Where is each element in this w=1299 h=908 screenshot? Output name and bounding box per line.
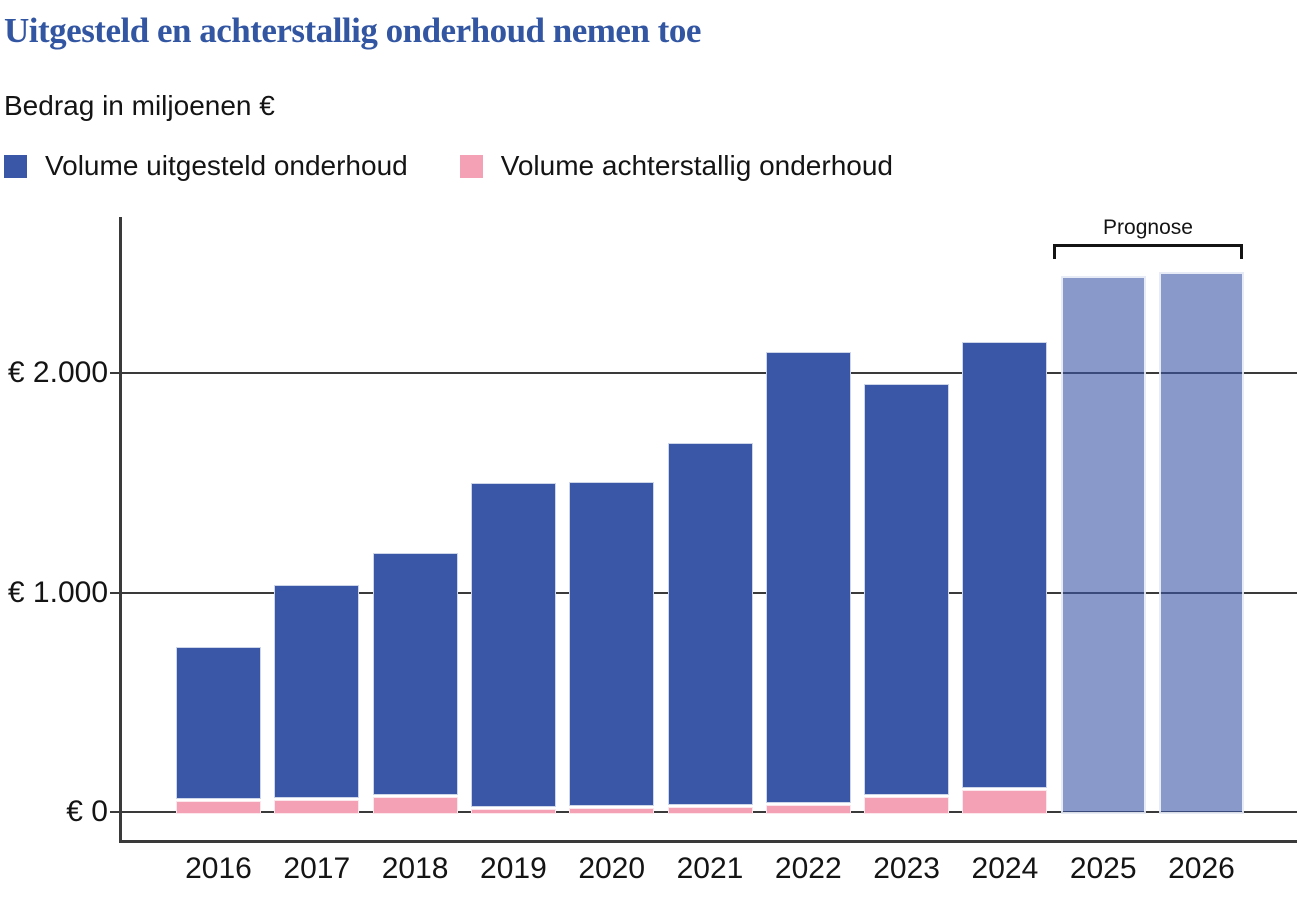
bar-2025 bbox=[1060, 276, 1146, 814]
x-tick-label-2024: 2024 bbox=[971, 852, 1039, 885]
bar-segment-achterstallig bbox=[765, 805, 851, 814]
x-tick-label-2018: 2018 bbox=[381, 852, 449, 885]
chart-subtitle: Bedrag in miljoenen € bbox=[4, 90, 275, 121]
bar-2018 bbox=[372, 552, 458, 814]
y-tick-label: € 0 bbox=[66, 795, 108, 828]
bar-segment-prognose bbox=[1060, 276, 1146, 814]
bar-segment-uitgesteld bbox=[569, 481, 655, 806]
y-tick-label: € 2.000 bbox=[7, 356, 108, 389]
x-tick-label-2025: 2025 bbox=[1069, 852, 1137, 885]
legend: Volume uitgesteld onderhoud Volume achte… bbox=[4, 150, 893, 182]
prognose-bracket-line bbox=[1053, 244, 1243, 247]
bar-2022 bbox=[765, 352, 851, 814]
bar-segment-uitgesteld bbox=[176, 647, 261, 800]
prognose-bracket-tick-left bbox=[1053, 244, 1056, 259]
bar-segment-uitgesteld bbox=[667, 443, 753, 805]
legend-swatch-uitgesteld-icon bbox=[4, 154, 27, 178]
gridline-2000 bbox=[110, 372, 1297, 374]
bar-segment-prognose bbox=[1159, 272, 1244, 814]
x-tick-label-2016: 2016 bbox=[185, 852, 252, 885]
bar-segment-achterstallig bbox=[569, 807, 655, 814]
x-tick-label-2019: 2019 bbox=[480, 852, 547, 885]
legend-label-uitgesteld: Volume uitgesteld onderhoud bbox=[45, 150, 408, 181]
bar-2016 bbox=[176, 647, 261, 814]
bar-segment-uitgesteld bbox=[962, 342, 1048, 789]
legend-item-uitgesteld: Volume uitgesteld onderhoud bbox=[4, 150, 408, 182]
bar-segment-uitgesteld bbox=[470, 482, 556, 807]
bar-segment-uitgesteld bbox=[372, 552, 458, 795]
legend-label-achterstallig: Volume achterstallig onderhoud bbox=[500, 150, 893, 181]
x-tick-label-2026: 2026 bbox=[1168, 852, 1235, 885]
bar-segment-achterstallig bbox=[962, 790, 1048, 814]
x-tick-label-2023: 2023 bbox=[873, 852, 940, 885]
bar-2026 bbox=[1159, 272, 1244, 814]
chart-title: Uitgesteld en achterstallig onderhoud ne… bbox=[4, 11, 701, 50]
bar-segment-uitgesteld bbox=[274, 584, 360, 798]
bar-segment-achterstallig bbox=[274, 799, 360, 814]
bar-segment-achterstallig bbox=[372, 796, 458, 814]
legend-item-achterstallig: Volume achterstallig onderhoud bbox=[459, 150, 893, 182]
bar-segment-uitgesteld bbox=[765, 352, 851, 804]
x-tick-label-2020: 2020 bbox=[578, 852, 646, 885]
bar-segment-achterstallig bbox=[470, 808, 556, 814]
prognose-bracket-tick-right bbox=[1240, 244, 1243, 259]
bar-2021 bbox=[667, 443, 753, 814]
x-tick-label-2017: 2017 bbox=[283, 852, 351, 885]
bar-segment-achterstallig bbox=[667, 806, 753, 814]
y-axis-line bbox=[119, 217, 122, 843]
bar-2024 bbox=[962, 342, 1048, 814]
legend-swatch-achterstallig-icon bbox=[459, 154, 483, 178]
x-tick-label-2022: 2022 bbox=[774, 852, 842, 885]
prognose-bracket: Prognose bbox=[1053, 216, 1243, 262]
x-tick-label-2021: 2021 bbox=[676, 852, 744, 885]
bar-segment-achterstallig bbox=[864, 796, 950, 814]
bar-2019 bbox=[470, 482, 556, 814]
bar-2017 bbox=[274, 584, 360, 814]
x-axis-line bbox=[119, 840, 1297, 843]
bar-2020 bbox=[569, 481, 655, 814]
bar-segment-achterstallig bbox=[176, 801, 261, 814]
prognose-label: Prognose bbox=[1103, 216, 1193, 239]
y-tick-label: € 1.000 bbox=[7, 575, 108, 609]
bar-segment-uitgesteld bbox=[864, 383, 950, 795]
bar-2023 bbox=[864, 383, 950, 814]
